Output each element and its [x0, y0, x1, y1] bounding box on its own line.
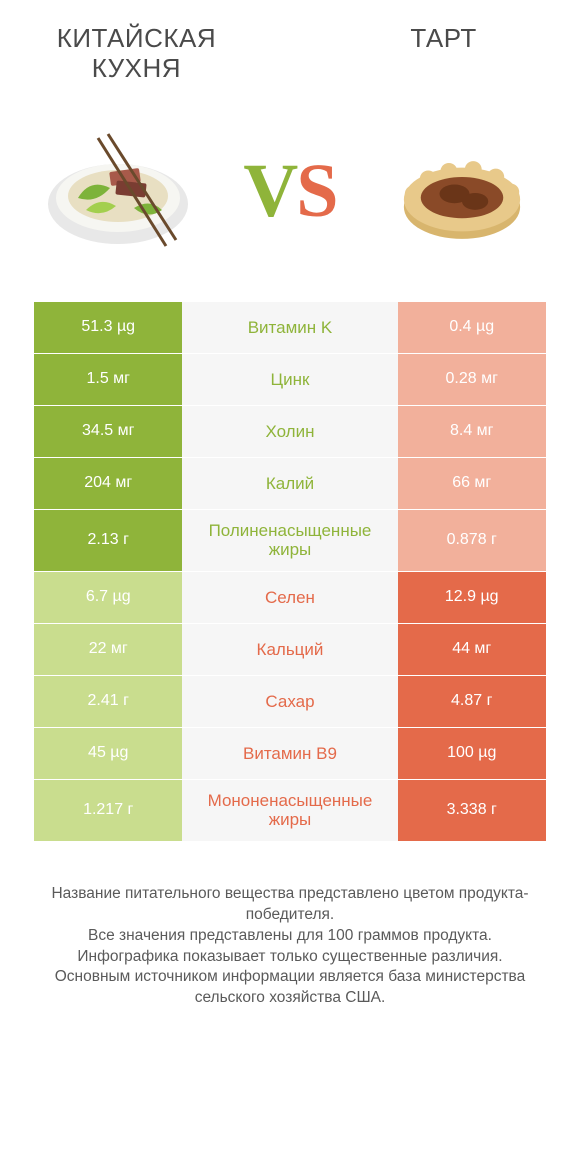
left-value-cell: 34.5 мг	[34, 406, 182, 457]
left-product-title: КИТАЙСКАЯ КУХНЯ	[34, 24, 239, 84]
left-value-cell: 51.3 µg	[34, 302, 182, 353]
hero-row: VS	[34, 112, 546, 272]
right-value-cell: 0.28 мг	[398, 354, 546, 405]
nutrient-label-cell: Кальций	[182, 624, 397, 675]
nutrient-label-cell: Витамин B9	[182, 728, 397, 779]
left-value-cell: 1.217 г	[34, 780, 182, 841]
right-value-cell: 12.9 µg	[398, 572, 546, 623]
left-value-cell: 6.7 µg	[34, 572, 182, 623]
footer-line: Название питательного вещества представл…	[36, 884, 544, 926]
table-row: 2.13 гПолиненасыщенные жиры0.878 г	[34, 510, 546, 572]
right-product-title: ТАРТ	[341, 24, 546, 54]
title-row: КИТАЙСКАЯ КУХНЯ ТАРТ	[34, 24, 546, 84]
left-product-image	[38, 112, 198, 272]
nutrient-label-cell: Калий	[182, 458, 397, 509]
right-value-cell: 3.338 г	[398, 780, 546, 841]
table-row: 1.217 гМононенасыщенные жиры3.338 г	[34, 780, 546, 842]
noodle-bowl-icon	[38, 112, 198, 272]
footer-line: Инфографика показывает только существенн…	[36, 947, 544, 968]
table-row: 204 мгКалий66 мг	[34, 458, 546, 510]
nutrient-label-cell: Мононенасыщенные жиры	[182, 780, 397, 841]
table-row: 1.5 мгЦинк0.28 мг	[34, 354, 546, 406]
table-row: 51.3 µgВитамин K0.4 µg	[34, 302, 546, 354]
right-value-cell: 8.4 мг	[398, 406, 546, 457]
right-value-cell: 44 мг	[398, 624, 546, 675]
right-value-cell: 0.878 г	[398, 510, 546, 571]
right-value-cell: 4.87 г	[398, 676, 546, 727]
right-product-image	[382, 112, 542, 272]
nutrient-label-cell: Цинк	[182, 354, 397, 405]
left-value-cell: 2.13 г	[34, 510, 182, 571]
tart-icon	[387, 117, 537, 267]
footer-line: Основным источником информации является …	[36, 967, 544, 1009]
nutrient-label-cell: Селен	[182, 572, 397, 623]
nutrient-label-cell: Сахар	[182, 676, 397, 727]
table-row: 45 µgВитамин B9100 µg	[34, 728, 546, 780]
nutrient-label-cell: Витамин K	[182, 302, 397, 353]
footer-notes: Название питательного вещества представл…	[34, 884, 546, 1010]
right-value-cell: 100 µg	[398, 728, 546, 779]
nutrient-label-cell: Холин	[182, 406, 397, 457]
footer-line: Все значения представлены для 100 граммо…	[36, 926, 544, 947]
left-value-cell: 1.5 мг	[34, 354, 182, 405]
left-value-cell: 22 мг	[34, 624, 182, 675]
nutrient-label-cell: Полиненасыщенные жиры	[182, 510, 397, 571]
comparison-table: 51.3 µgВитамин K0.4 µg1.5 мгЦинк0.28 мг3…	[34, 302, 546, 842]
table-row: 6.7 µgСелен12.9 µg	[34, 572, 546, 624]
table-row: 2.41 гСахар4.87 г	[34, 676, 546, 728]
table-row: 34.5 мгХолин8.4 мг	[34, 406, 546, 458]
left-value-cell: 45 µg	[34, 728, 182, 779]
vs-s: S	[296, 149, 336, 233]
infographic-root: КИТАЙСКАЯ КУХНЯ ТАРТ VS	[0, 0, 580, 1009]
left-value-cell: 204 мг	[34, 458, 182, 509]
table-row: 22 мгКальций44 мг	[34, 624, 546, 676]
right-value-cell: 66 мг	[398, 458, 546, 509]
vs-v: V	[243, 149, 296, 233]
right-value-cell: 0.4 µg	[398, 302, 546, 353]
left-value-cell: 2.41 г	[34, 676, 182, 727]
vs-label: VS	[243, 148, 336, 235]
